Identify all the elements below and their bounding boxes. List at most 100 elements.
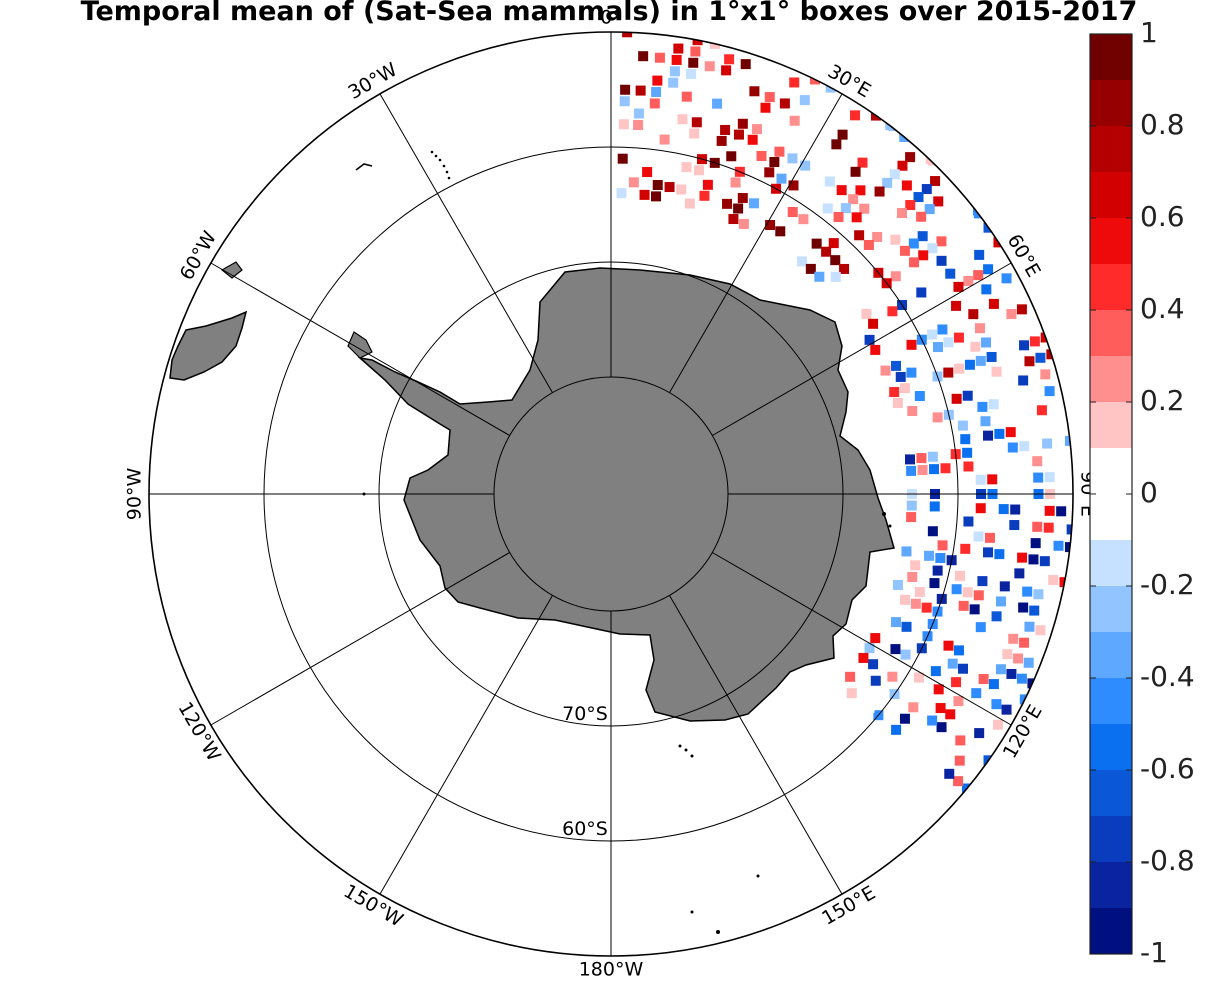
data-cell — [933, 684, 944, 695]
data-cell — [1032, 456, 1043, 467]
data-cell — [833, 211, 844, 222]
data-cell — [1018, 375, 1029, 386]
data-cell — [973, 531, 984, 542]
meridian-label: 120°W — [174, 698, 225, 765]
data-cell — [951, 584, 962, 595]
data-cell — [691, 117, 702, 128]
data-cell — [901, 621, 912, 632]
data-cell — [914, 586, 925, 597]
data-cell — [940, 463, 951, 474]
data-cell — [991, 414, 1002, 425]
data-cell — [927, 451, 938, 462]
data-cell — [1013, 653, 1024, 664]
colorbar-swatch — [1090, 356, 1132, 403]
data-cell — [1048, 403, 1059, 414]
map-boundary — [148, 31, 1074, 957]
data-cell — [932, 342, 943, 353]
data-cell — [681, 91, 692, 102]
data-cell — [969, 604, 980, 615]
data-cell — [1057, 632, 1068, 643]
data-cell — [935, 703, 946, 714]
data-cell — [1033, 472, 1044, 483]
data-cell — [721, 65, 732, 76]
data-cell — [749, 86, 760, 97]
data-cell — [642, 167, 653, 178]
data-cell — [974, 728, 985, 739]
data-cell — [683, 80, 694, 91]
data-cell — [995, 664, 1006, 675]
data-cell — [774, 146, 785, 157]
data-cell — [758, 4, 768, 14]
data-cell — [798, 56, 809, 67]
data-cell — [811, 238, 822, 249]
data-cell — [892, 397, 903, 408]
data-cell — [991, 194, 1002, 205]
data-cell — [764, 92, 775, 103]
data-cell — [764, 42, 775, 53]
data-cell — [887, 52, 898, 63]
data-cell — [853, 32, 864, 43]
data-cell — [981, 337, 992, 348]
meridian-label: 150°W — [340, 880, 407, 931]
data-cell — [890, 644, 901, 655]
colorbar-swatch — [1090, 862, 1132, 909]
data-cell — [1045, 666, 1056, 677]
data-cell — [988, 805, 999, 816]
data-cell — [635, 85, 646, 96]
data-cell — [749, 198, 760, 209]
data-cell — [896, 208, 907, 219]
data-cell — [906, 465, 917, 476]
colorbar-swatch — [1090, 632, 1132, 679]
data-cell — [820, 53, 831, 64]
data-cell — [788, 180, 799, 191]
colorbar-swatch — [1090, 586, 1132, 633]
data-cell — [930, 176, 941, 187]
data-cell — [988, 399, 999, 410]
colorbar-swatch — [1090, 724, 1132, 771]
data-cell — [872, 231, 883, 242]
meridian-label: 180°W — [579, 959, 644, 981]
data-cell — [787, 206, 798, 217]
data-cell — [1062, 324, 1073, 335]
data-cell — [877, 101, 888, 112]
data-cell — [730, 32, 741, 43]
data-cell — [984, 150, 995, 161]
data-cell — [1051, 328, 1062, 339]
data-cell — [944, 768, 955, 779]
data-cell — [943, 640, 954, 651]
colorbar-tick-label: -0.4 — [1140, 660, 1195, 693]
data-cell — [846, 688, 857, 699]
data-cell — [951, 677, 962, 688]
data-cell — [895, 371, 906, 382]
data-cell — [918, 250, 929, 261]
data-cell — [673, 195, 684, 206]
data-cell — [963, 461, 974, 472]
data-cell — [1016, 304, 1027, 315]
data-cell — [943, 109, 954, 120]
data-cell — [805, 263, 816, 274]
colorbar-tick-label: 0.4 — [1140, 292, 1185, 325]
data-cell — [855, 185, 866, 196]
colorbar-tick-label: -0.8 — [1140, 844, 1195, 877]
data-cell — [908, 702, 919, 713]
data-cell — [995, 596, 1006, 607]
data-cell — [858, 652, 869, 663]
data-cell — [617, 153, 628, 164]
data-cell — [930, 666, 941, 677]
data-cell — [924, 550, 935, 561]
data-cell — [987, 503, 998, 514]
data-cell — [1040, 369, 1051, 380]
data-cell — [633, 108, 644, 119]
data-cell — [955, 735, 966, 746]
data-cell — [787, 153, 798, 164]
data-cell — [730, 177, 741, 188]
data-cell — [702, 179, 713, 190]
data-cell — [1019, 340, 1030, 351]
data-cell — [946, 160, 957, 171]
data-cell — [1069, 697, 1073, 708]
data-cell — [921, 184, 932, 195]
data-cell — [928, 96, 939, 107]
data-cell — [998, 504, 1009, 515]
data-cell — [984, 532, 995, 543]
data-cell — [1019, 441, 1030, 452]
